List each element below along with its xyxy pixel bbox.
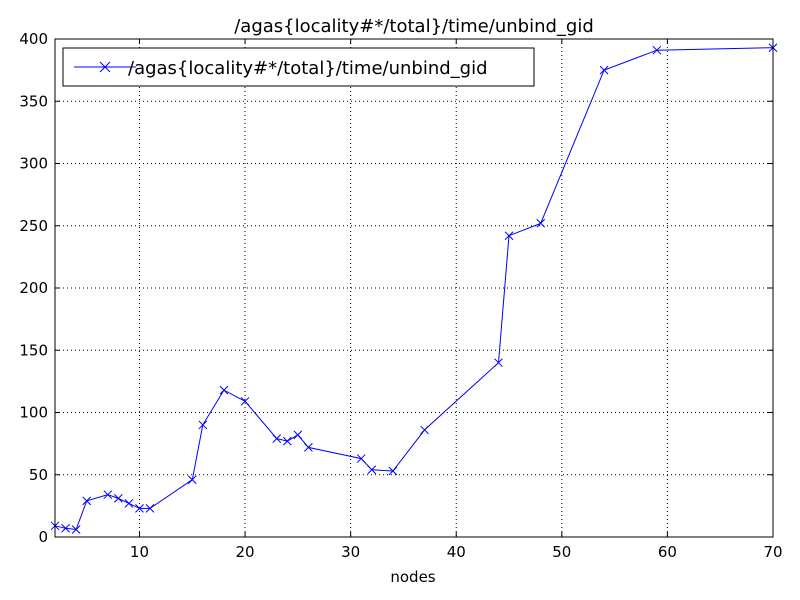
data-point-marker [504, 231, 514, 241]
data-point-marker [293, 430, 303, 440]
y-tick-label: 400 [19, 30, 48, 48]
data-point-marker [135, 504, 144, 513]
y-tick-label: 300 [19, 155, 48, 173]
data-point-marker [304, 443, 313, 452]
data-point-marker [145, 504, 155, 513]
data-point-marker [198, 420, 208, 430]
y-tick-label: 350 [19, 92, 48, 110]
data-point-marker [61, 523, 70, 533]
data-point-marker [367, 465, 377, 475]
x-tick-label: 70 [763, 543, 782, 561]
legend-box [62, 47, 535, 87]
data-point-marker [124, 499, 134, 508]
legend-entry-label: /agas{locality#*/total}/time/unbind_gid [128, 58, 488, 79]
x-tick-label: 40 [447, 543, 466, 561]
legend: /agas{locality#*/total}/time/unbind_gid [62, 47, 535, 87]
data-point-marker [272, 434, 282, 443]
y-tick-label: 250 [19, 217, 48, 235]
data-point-marker [356, 454, 366, 463]
data-point-marker [103, 490, 113, 500]
data-point-marker [652, 45, 662, 55]
data-point-marker [113, 494, 123, 503]
gridlines [55, 39, 773, 537]
legend-marker-icon [99, 61, 111, 73]
data-point-marker [536, 218, 546, 228]
data-point-marker [282, 436, 292, 446]
y-tick-label: 200 [19, 279, 48, 297]
y-tick-label: 0 [38, 528, 48, 546]
data-point-marker [71, 525, 81, 534]
data-point-marker [494, 358, 503, 368]
chart-title: /agas{locality#*/total}/time/unbind_gid [234, 16, 594, 37]
data-point-marker [240, 396, 250, 406]
x-tick-label: 60 [658, 543, 677, 561]
axis-ticks: 10 20 30 40 50 60 70 0 50 100 150 200 250 300 350 400 [19, 30, 782, 561]
x-tick-label: 50 [552, 543, 571, 561]
series-layer [50, 43, 778, 534]
y-tick-label: 100 [19, 404, 48, 422]
x-tick-label: 10 [130, 543, 149, 561]
data-point-marker [187, 475, 197, 485]
y-tick-label: 50 [29, 466, 48, 484]
x-tick-label: 20 [236, 543, 255, 561]
y-tick-label: 150 [19, 341, 48, 359]
data-point-marker [388, 466, 398, 476]
data-point-marker [599, 65, 609, 75]
x-tick-label: 30 [341, 543, 360, 561]
data-point-marker [219, 385, 229, 395]
data-point-marker [82, 496, 92, 506]
data-point-marker [420, 425, 429, 435]
x-axis-label: nodes [390, 568, 435, 586]
